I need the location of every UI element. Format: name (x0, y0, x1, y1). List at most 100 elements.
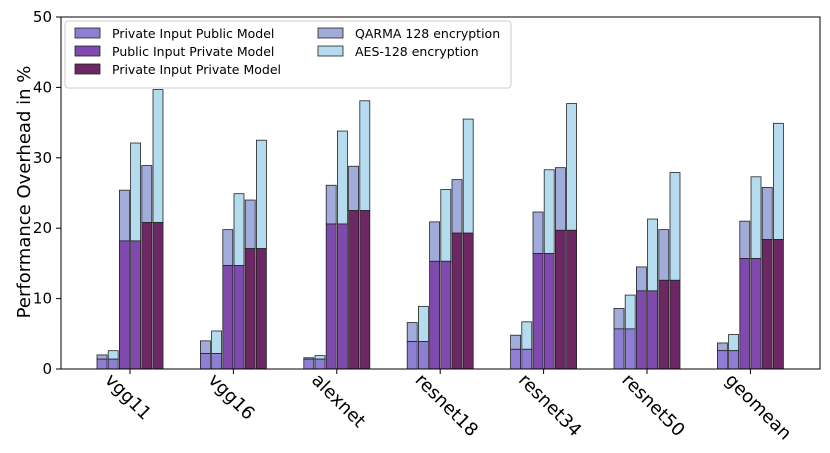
bar-resnet50-private-input-private-model-aes (669, 172, 681, 281)
bar-alexnet-private-input-public-model-base (303, 358, 315, 370)
bar-vgg16-public-input-private-model-aes (233, 193, 245, 266)
x-tick-label: resnet34 (514, 370, 585, 441)
bar-resnet50-public-input-private-model-base (647, 290, 658, 370)
bar-resnet50-private-input-public-model-qarma (613, 308, 625, 330)
legend-swatch (74, 27, 101, 39)
legend-swatch (317, 27, 344, 39)
bar-vgg11-private-input-public-model-base (96, 358, 108, 370)
bar-resnet50-private-input-public-model-aes (624, 294, 636, 330)
bar-resnet18-private-input-private-model-base (462, 232, 474, 370)
bar-vgg16-private-input-private-model-base (244, 248, 256, 370)
y-tick-label: 50 (33, 8, 52, 26)
bar-resnet18-public-input-private-model-base (429, 260, 441, 370)
x-tick-label: resnet50 (617, 370, 688, 441)
bar-resnet34-private-input-private-model-aes (566, 103, 577, 231)
bar-resnet34-private-input-private-model-base (566, 229, 577, 370)
bar-resnet50-private-input-public-model-base (613, 328, 625, 370)
bar-vgg11-private-input-private-model-qarma (141, 165, 153, 223)
bar-resnet50-public-input-private-model-qarma (636, 266, 647, 292)
bar-resnet18-public-input-private-model-qarma (429, 221, 441, 262)
legend-label: Private Input Private Model (112, 62, 281, 77)
bar-alexnet-public-input-private-model-qarma (325, 184, 337, 225)
bar-resnet50-private-input-private-model-qarma (658, 229, 670, 281)
bar-resnet18-public-input-private-model-base (440, 260, 452, 370)
legend: Private Input Public Model Public Input P… (64, 20, 512, 89)
bar-alexnet-private-input-private-model-base (348, 210, 360, 370)
bar-resnet18-private-input-public-model-aes (417, 305, 429, 342)
bar-vgg11-private-input-public-model-qarma (96, 354, 108, 360)
bar-vgg16-public-input-private-model-qarma (222, 229, 234, 266)
bar-resnet18-private-input-public-model-base (406, 341, 418, 370)
bar-geomean-public-input-private-model-base (750, 258, 762, 370)
bar-resnet34-public-input-private-model-base (532, 253, 544, 370)
bar-vgg11-public-input-private-model-base (130, 240, 142, 370)
y-tick-label: 10 (33, 290, 52, 308)
y-tick-label: 40 (33, 78, 52, 96)
bar-alexnet-private-input-private-model-qarma (348, 165, 360, 212)
bar-resnet18-private-input-public-model-qarma (406, 322, 418, 342)
bar-resnet34-private-input-private-model-qarma (555, 167, 566, 231)
legend-swatch (74, 45, 101, 57)
bar-resnet18-private-input-private-model-qarma (451, 179, 463, 234)
bar-resnet34-public-input-private-model-base (543, 253, 555, 370)
bar-vgg11-public-input-private-model-qarma (119, 189, 130, 242)
legend-label: QARMA 128 encryption (355, 26, 500, 41)
bar-vgg16-private-input-public-model-base (199, 353, 211, 370)
bar-geomean-private-input-public-model-base (717, 350, 728, 370)
bar-alexnet-public-input-private-model-base (336, 223, 348, 370)
bar-vgg16-public-input-private-model-base (222, 265, 234, 370)
bar-alexnet-public-input-private-model-base (325, 223, 337, 370)
bar-geomean-public-input-private-model-qarma (739, 220, 751, 259)
bar-resnet18-private-input-private-model-aes (462, 118, 474, 234)
x-tick-label: geomean (721, 370, 796, 445)
bar-resnet50-private-input-public-model-base (624, 328, 636, 370)
bar-vgg11-private-input-private-model-base (141, 222, 153, 370)
bar-resnet18-private-input-public-model-base (417, 341, 429, 370)
bar-vgg11-public-input-private-model-base (119, 240, 130, 370)
bar-vgg16-private-input-public-model-base (211, 353, 223, 370)
x-tick-label: vgg16 (204, 370, 259, 425)
bar-vgg16-private-input-public-model-aes (211, 330, 223, 354)
bar-vgg16-public-input-private-model-base (233, 265, 245, 370)
bar-alexnet-private-input-public-model-aes (314, 355, 326, 360)
y-tick-label: 0 (42, 360, 52, 378)
bar-vgg11-private-input-public-model-aes (107, 350, 119, 360)
plot-frame (60, 16, 821, 370)
bar-alexnet-public-input-private-model-aes (336, 130, 348, 225)
bar-resnet50-public-input-private-model-base (636, 290, 647, 370)
bar-vgg16-private-input-private-model-qarma (244, 199, 256, 250)
bar-resnet50-private-input-private-model-base (658, 279, 670, 370)
bar-resnet18-private-input-private-model-base (451, 232, 463, 370)
bar-resnet50-private-input-private-model-base (669, 279, 681, 370)
bar-resnet50-public-input-private-model-aes (647, 218, 658, 292)
y-tick-label: 30 (33, 149, 52, 167)
bar-resnet34-private-input-private-model-base (555, 229, 566, 370)
bar-resnet18-public-input-private-model-aes (440, 189, 452, 262)
legend-label: AES-128 encryption (355, 44, 479, 59)
bar-geomean-private-input-public-model-base (728, 350, 739, 370)
bar-resnet34-public-input-private-model-aes (543, 169, 555, 254)
bar-alexnet-private-input-public-model-base (314, 358, 326, 370)
legend-label: Public Input Private Model (112, 44, 274, 59)
bar-alexnet-private-input-private-model-aes (359, 100, 371, 211)
x-tick-label: resnet18 (411, 370, 482, 441)
bar-geomean-private-input-private-model-base (761, 239, 773, 370)
legend-swatch (74, 63, 101, 75)
bar-vgg11-private-input-public-model-base (107, 358, 119, 370)
legend-label: Private Input Public Model (112, 26, 274, 41)
bar-vgg11-public-input-private-model-aes (130, 142, 142, 242)
legend-box (64, 20, 512, 89)
bar-geomean-private-input-public-model-qarma (717, 342, 728, 352)
bar-geomean-private-input-private-model-base (773, 239, 784, 370)
bar-vgg11-private-input-private-model-base (152, 222, 164, 370)
bar-resnet34-private-input-public-model-base (521, 348, 533, 370)
bar-geomean-public-input-private-model-base (739, 258, 751, 370)
bar-vgg16-private-input-private-model-base (255, 248, 267, 370)
bar-alexnet-private-input-private-model-base (359, 210, 371, 370)
bar-vgg11-private-input-private-model-aes (152, 89, 164, 223)
y-axis-label: Performance Overhead in % (14, 66, 35, 319)
bar-vgg16-private-input-private-model-aes (255, 139, 267, 250)
bar-geomean-private-input-private-model-qarma (761, 186, 773, 240)
bar-geomean-public-input-private-model-aes (750, 176, 762, 259)
